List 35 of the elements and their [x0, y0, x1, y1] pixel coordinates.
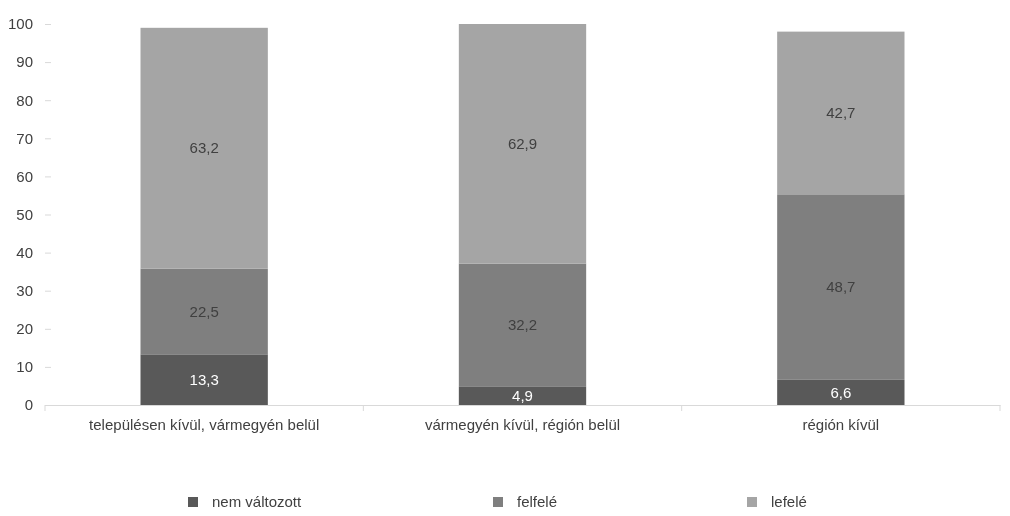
- data-label: 63,2: [189, 139, 219, 157]
- x-tick-label: településen kívül, vármegyén belül: [89, 415, 320, 433]
- y-tick-label: 100: [7, 15, 33, 33]
- legend-label: lefelé: [771, 493, 807, 511]
- data-label: 48,7: [826, 278, 856, 296]
- y-tick-label: 30: [16, 282, 33, 299]
- y-tick-label: 70: [16, 129, 33, 147]
- bar: [458, 24, 587, 264]
- data-label: 62,9: [507, 135, 538, 153]
- data-label: 4,9: [512, 386, 533, 404]
- y-tick-label: 0: [24, 396, 33, 414]
- bar: [140, 268, 268, 355]
- bar: [140, 354, 268, 405]
- legend-label: nem változott: [212, 493, 303, 511]
- data-label: 22,5: [189, 302, 219, 320]
- bar: [458, 386, 587, 405]
- bar: [777, 194, 905, 380]
- y-tick-label: 80: [16, 91, 33, 109]
- y-tick-label: 20: [16, 320, 33, 338]
- legend-label: felfelé: [517, 493, 558, 511]
- bar: [140, 27, 268, 269]
- data-label: 13,3: [189, 370, 219, 388]
- y-tick-label: 60: [16, 167, 33, 185]
- bar: [777, 31, 905, 195]
- data-label: 6,6: [830, 383, 852, 401]
- x-tick-label: régión kívül: [802, 415, 880, 433]
- y-tick-label: 50: [16, 205, 33, 223]
- x-tick-label: vármegyén kívül, régión belül: [424, 415, 621, 433]
- y-tick-label: 40: [16, 243, 33, 261]
- bar: [777, 379, 905, 405]
- bar: [458, 263, 587, 387]
- data-label: 42,7: [826, 104, 856, 122]
- y-tick-label: 90: [16, 53, 33, 71]
- data-label: 32,2: [507, 316, 538, 334]
- y-tick-label: 10: [16, 358, 33, 376]
